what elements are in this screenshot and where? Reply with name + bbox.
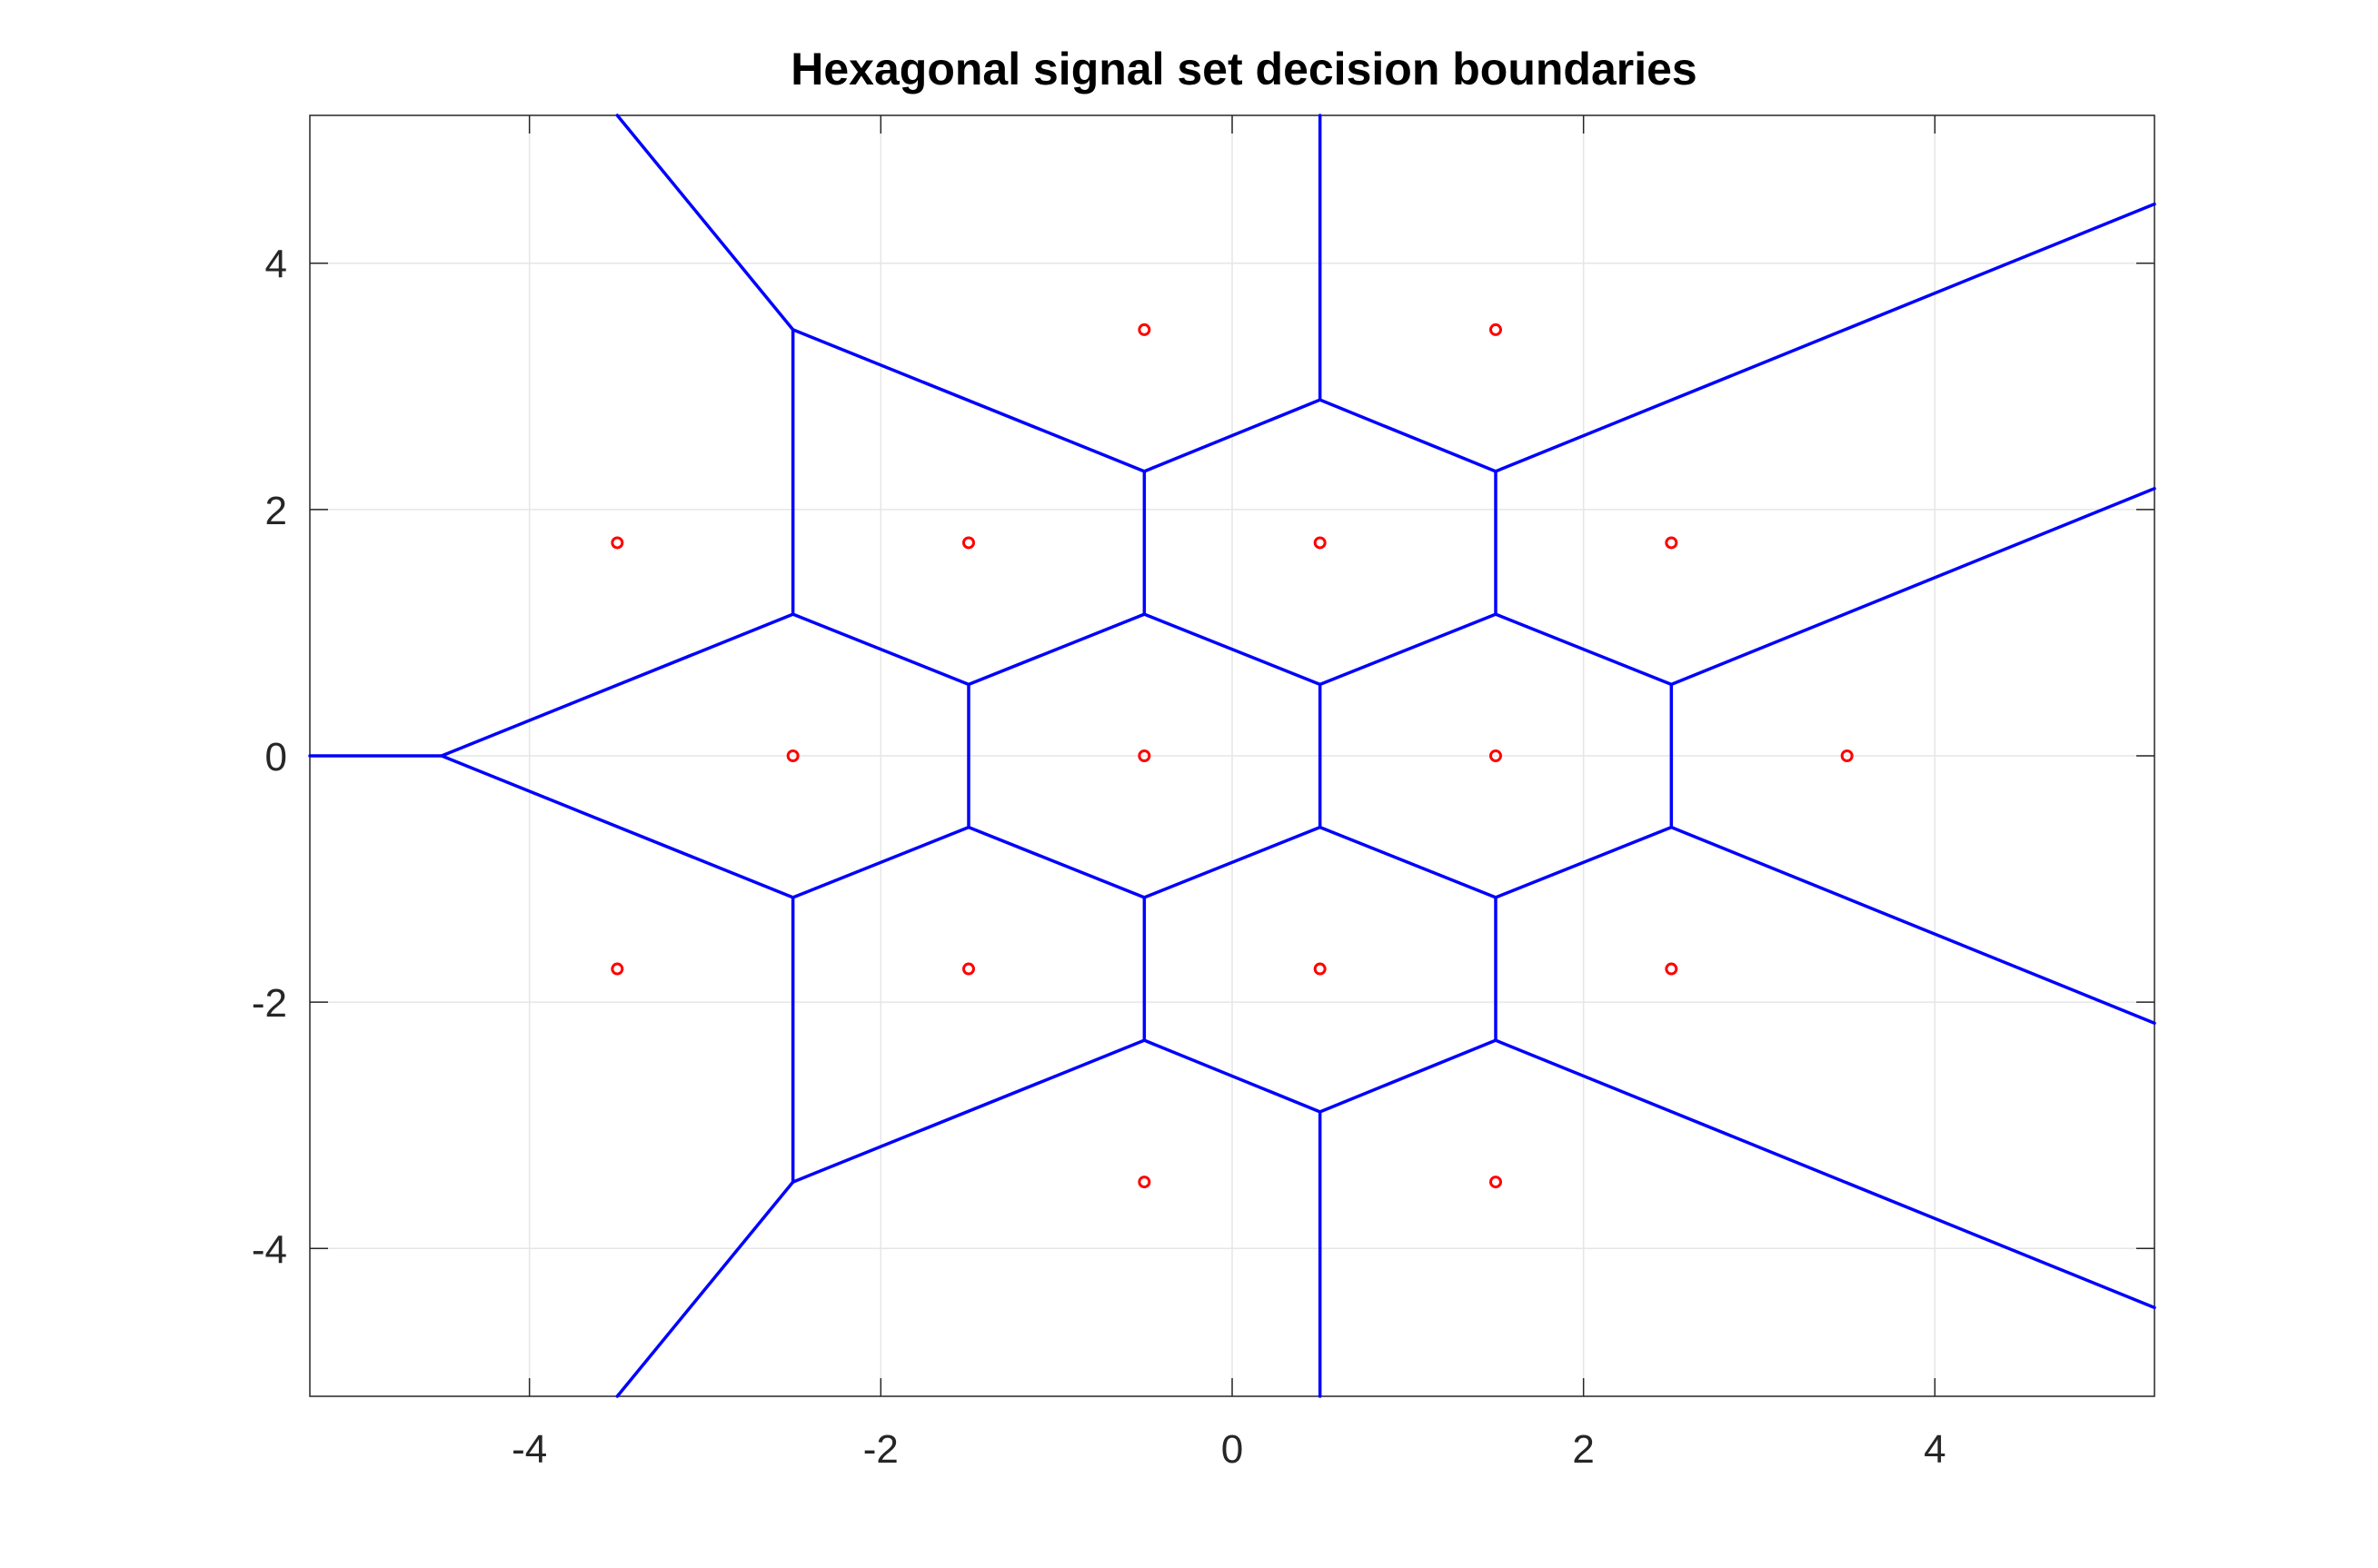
- boundary-segment: [1142, 612, 1322, 687]
- signal-point: [1489, 749, 1502, 762]
- boundary-segment: [1318, 825, 1497, 899]
- y-tick-label: 0: [265, 735, 287, 779]
- boundary-segment: [791, 328, 1147, 473]
- signal-point: [1489, 1176, 1502, 1189]
- boundary-segment: [1494, 612, 1674, 687]
- boundary-segment: [615, 1180, 795, 1398]
- boundary-segment: [1669, 825, 2156, 1025]
- signal-point: [1313, 536, 1327, 550]
- signal-point: [1138, 323, 1151, 336]
- signal-point: [1138, 1176, 1151, 1189]
- signal-point: [786, 749, 800, 762]
- boundary-segment: [1494, 1038, 2156, 1310]
- signal-point: [611, 962, 624, 976]
- boundary-segment: [967, 825, 1147, 899]
- boundary-segment: [1494, 825, 1674, 899]
- decision-boundaries: [308, 114, 2156, 1398]
- grid: [310, 115, 2154, 1396]
- x-tick-label: -4: [512, 1427, 547, 1472]
- y-tick-label: 2: [265, 489, 287, 533]
- boundary-segment: [791, 1038, 1147, 1184]
- boundary-segment: [440, 612, 795, 758]
- signal-point: [962, 962, 975, 976]
- boundary-segment: [1142, 825, 1322, 899]
- boundary-segment: [967, 612, 1147, 687]
- boundary-segment: [791, 612, 970, 687]
- boundary-segment: [615, 114, 795, 332]
- x-tick-label: -2: [863, 1427, 899, 1472]
- signal-point: [1313, 962, 1327, 976]
- signal-point: [1665, 962, 1678, 976]
- boundary-segment: [1318, 612, 1497, 687]
- y-tick-label: -4: [252, 1227, 287, 1272]
- signal-point: [611, 536, 624, 550]
- tick-labels: -4 -2 0 2 4 -4 -2 0 2 4: [252, 243, 1946, 1472]
- boundary-segment: [1142, 398, 1322, 473]
- signal-point: [962, 536, 975, 550]
- y-tick-label: -2: [252, 981, 287, 1026]
- x-tick-label: 4: [1924, 1427, 1945, 1472]
- boundary-segment: [1494, 202, 2156, 473]
- signal-points: [611, 323, 1854, 1189]
- y-tick-label: 4: [265, 243, 287, 287]
- signal-point: [1489, 323, 1502, 336]
- chart-title: Hexagonal signal set decision boundaries: [791, 44, 1697, 94]
- signal-point: [1138, 749, 1151, 762]
- boundary-segment: [440, 754, 795, 899]
- boundary-segment: [1669, 487, 2156, 687]
- boundary-segment: [1318, 1038, 1497, 1114]
- signal-point: [1840, 749, 1854, 762]
- signal-point: [1665, 536, 1678, 550]
- x-tick-label: 2: [1572, 1427, 1594, 1472]
- boundary-segment: [1318, 398, 1497, 473]
- boundary-segment: [1142, 1038, 1322, 1114]
- x-tick-label: 0: [1221, 1427, 1243, 1472]
- boundary-segment: [791, 825, 970, 899]
